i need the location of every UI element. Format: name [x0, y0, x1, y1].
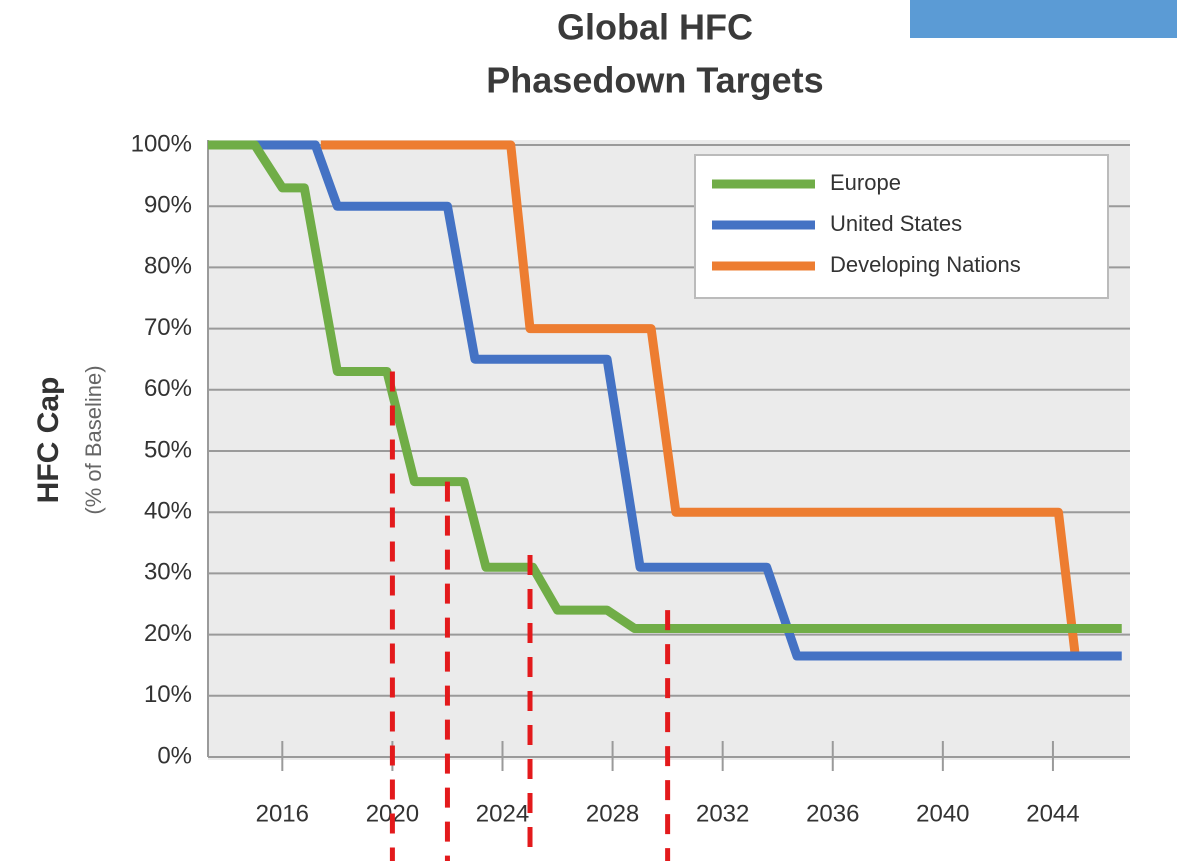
x-tick-label: 2028	[586, 800, 639, 827]
y-tick-label: 80%	[144, 253, 192, 280]
y-axis-sublabel: (% of Baseline)	[81, 365, 106, 514]
y-tick-label: 60%	[144, 375, 192, 402]
y-tick-label: 50%	[144, 436, 192, 463]
series-line	[208, 140, 1122, 633]
legend-label: Developing Nations	[830, 252, 1021, 277]
y-tick-label: 20%	[144, 620, 192, 647]
y-axis-label: HFC Cap	[32, 377, 65, 504]
x-tick-label: 2040	[916, 800, 969, 827]
y-tick-label: 100%	[131, 130, 192, 157]
x-tick-label: 2032	[696, 800, 749, 827]
y-tick-label: 0%	[157, 742, 192, 769]
y-tick-label: 10%	[144, 681, 192, 708]
y-tick-label: 70%	[144, 314, 192, 341]
y-tick-label: 30%	[144, 559, 192, 586]
chart-title: Global HFC	[557, 7, 753, 48]
series-line	[208, 140, 1122, 661]
x-tick-label: 2044	[1026, 800, 1079, 827]
x-tick-label: 2016	[256, 800, 309, 827]
legend-label: Europe	[830, 170, 901, 195]
y-tick-label: 90%	[144, 192, 192, 219]
x-tick-label: 2024	[476, 800, 529, 827]
photo	[910, 0, 1177, 38]
series-line	[320, 140, 1080, 654]
x-tick-label: 2036	[806, 800, 859, 827]
y-tick-label: 40%	[144, 498, 192, 525]
legend-label: United States	[830, 211, 962, 236]
chart-title: Phasedown Targets	[486, 60, 823, 101]
